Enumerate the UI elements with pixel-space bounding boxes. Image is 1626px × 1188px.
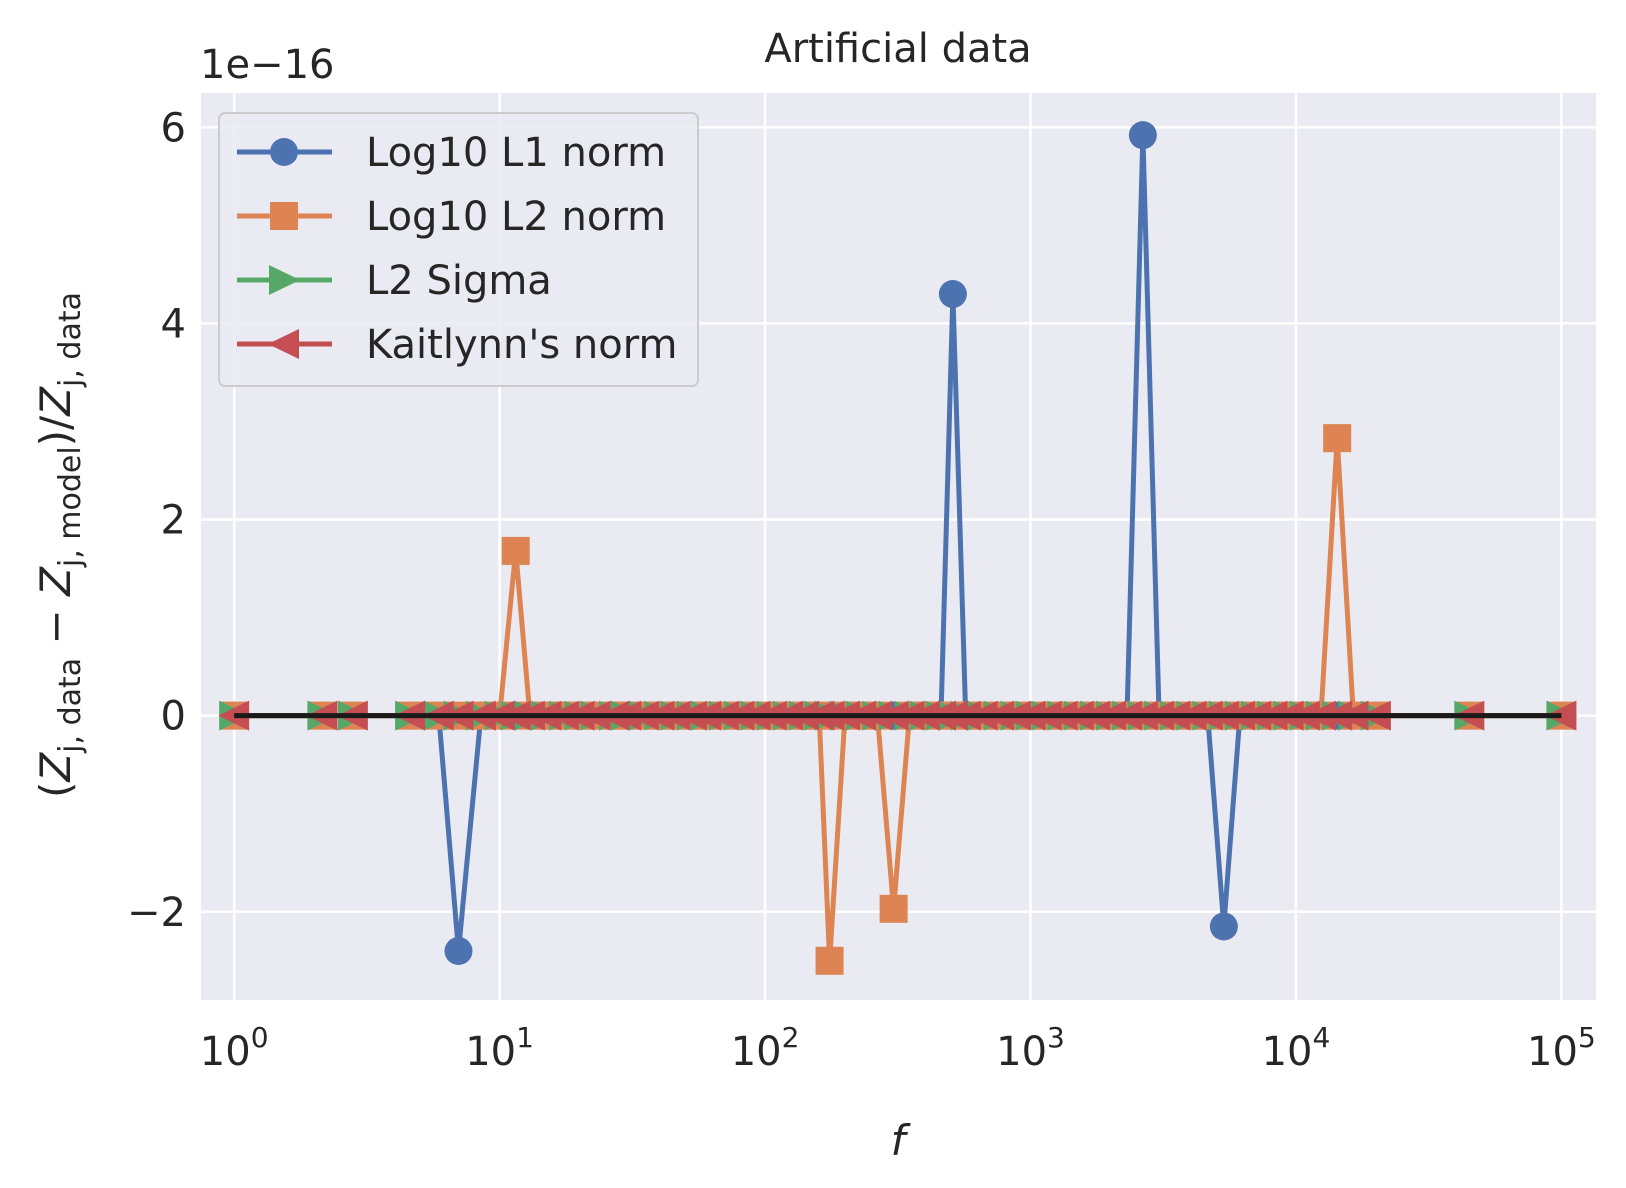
legend-marker-0 [270, 138, 298, 166]
x-tick-exp: 0 [251, 1021, 269, 1054]
y-label-sub2: j, model [53, 446, 88, 568]
series-0-point-5 [444, 936, 473, 965]
x-tick-label-4: 104 [1262, 1021, 1331, 1075]
series-1-point-28 [815, 946, 844, 975]
y-tick-label-3: 4 [161, 301, 186, 347]
y-tick-labels: −2 0 2 4 6 [127, 105, 186, 935]
y-label-mid: )/ [31, 415, 80, 446]
y-label-z3: Z [31, 386, 80, 417]
legend-marker-1 [270, 202, 298, 230]
series-1-point-8 [501, 536, 530, 565]
y-offset-text: 1e−16 [200, 42, 334, 88]
x-tick-exp: 5 [1578, 1021, 1596, 1054]
legend-label-1: Log10 L2 norm [366, 194, 666, 240]
legend-marker-3 [268, 329, 299, 359]
x-tick-exp: 4 [1312, 1021, 1330, 1054]
legend-label-3: Kaitlynn's norm [366, 322, 677, 368]
x-tick-base: 10 [1527, 1029, 1578, 1075]
x-tick-label-3: 103 [996, 1021, 1065, 1075]
chart-title: Artificial data [764, 26, 1031, 72]
x-tick-exp: 2 [782, 1021, 800, 1054]
x-tick-base: 10 [465, 1029, 516, 1075]
y-tick-label-2: 2 [161, 498, 186, 544]
y-tick-label-4: 6 [161, 105, 186, 151]
y-label-sub1: j, data [53, 658, 88, 754]
series-0-point-48 [1128, 121, 1157, 150]
y-label-minus: − [31, 596, 80, 658]
x-tick-base: 10 [731, 1029, 782, 1075]
x-tick-exp: 3 [1047, 1021, 1065, 1054]
y-tick-label-0: −2 [127, 890, 186, 936]
legend-marker-2 [269, 265, 300, 295]
x-tick-label-1: 101 [465, 1021, 534, 1075]
y-label-open: ( [31, 782, 80, 798]
x-tick-labels: 100 101 102 103 104 105 [200, 1021, 1596, 1075]
y-label-z2: Z [31, 566, 80, 597]
legend-label-0: Log10 L1 norm [366, 130, 666, 176]
legend-label-2: L2 Sigma [366, 258, 552, 304]
y-label-sub3: j, data [53, 292, 88, 388]
series-1-point-60 [1323, 424, 1352, 453]
legend-box [218, 112, 699, 387]
x-tick-label-0: 100 [200, 1021, 269, 1075]
series-0-point-36 [938, 280, 967, 309]
legend: Log10 L1 norm Log10 L2 norm L2 Sigma Kaitly… [218, 112, 699, 387]
y-label-z1: Z [31, 752, 80, 783]
x-tick-exp: 1 [516, 1021, 534, 1054]
y-tick-label-1: 0 [161, 694, 186, 740]
series-1-point-32 [879, 894, 908, 923]
x-tick-base: 10 [996, 1029, 1047, 1075]
x-tick-base: 10 [200, 1029, 251, 1075]
x-tick-label-2: 102 [731, 1021, 800, 1075]
x-tick-label-5: 105 [1527, 1021, 1596, 1075]
series-3-point-0 [218, 700, 250, 731]
x-tick-base: 10 [1262, 1029, 1313, 1075]
series-0-point-53 [1209, 912, 1238, 941]
y-axis-label: (Zj, data − Zj, model)/Zj, data [31, 292, 88, 798]
x-axis-label: f [891, 1116, 912, 1165]
